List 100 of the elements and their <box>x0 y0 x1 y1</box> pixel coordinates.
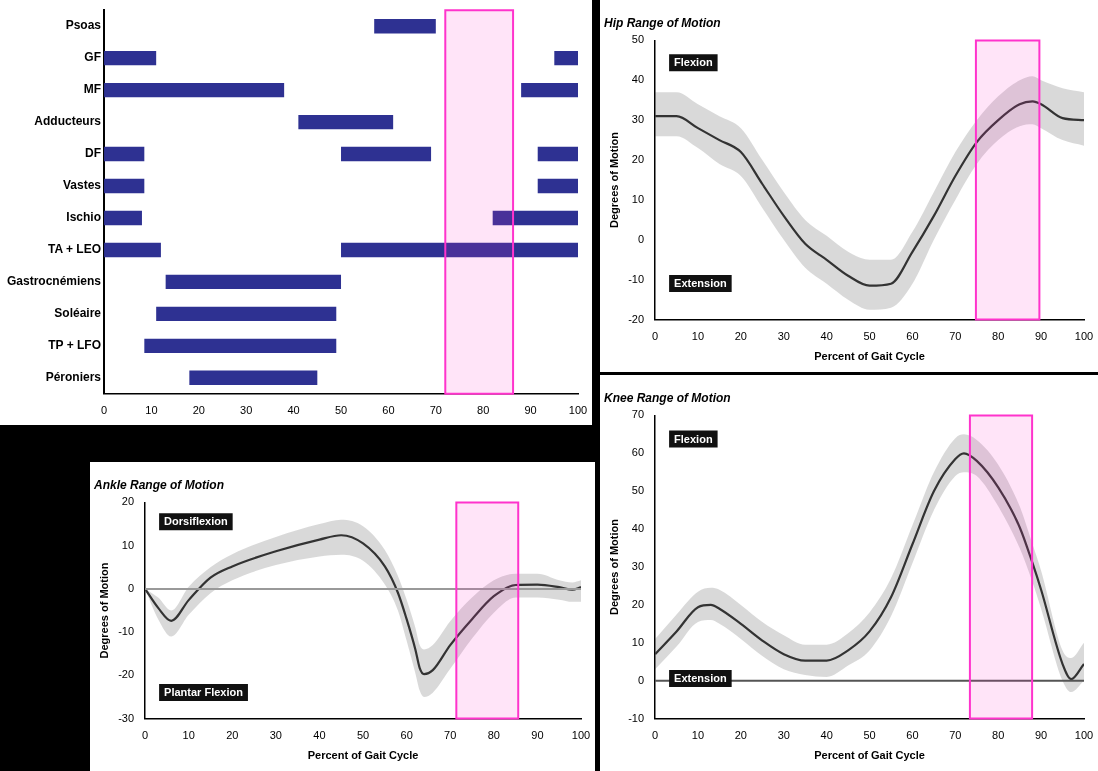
x-tick-label: 40 <box>820 330 833 343</box>
y-tick-label: -20 <box>628 312 645 325</box>
bar <box>104 210 142 226</box>
y-tick-label: 20 <box>121 495 135 508</box>
bar <box>156 306 337 322</box>
y-tick-label: 60 <box>631 446 645 459</box>
y-tick-label: 0 <box>637 673 645 686</box>
y-tick-label: 10 <box>631 635 645 648</box>
x-tick-label: 0 <box>652 330 659 343</box>
y-tick-label: -10 <box>628 711 645 724</box>
x-tick-label: 30 <box>777 330 790 343</box>
x-tick-label: 70 <box>949 330 962 343</box>
bar <box>537 146 578 162</box>
x-tick-label: 10 <box>145 404 158 417</box>
y-tick-label: 30 <box>631 560 645 573</box>
bar <box>492 210 578 226</box>
x-tick-label: 40 <box>313 729 326 742</box>
y-tick-label: 0 <box>127 581 135 594</box>
y-tick-label: Adducteurs <box>34 114 102 129</box>
x-tick-label: 90 <box>531 729 544 742</box>
x-tick-label: 10 <box>691 729 705 742</box>
y-tick-label: Vastes <box>62 178 102 193</box>
y-tick-label: 40 <box>631 73 645 86</box>
x-tick-label: 30 <box>269 729 282 742</box>
y-tick-label: DF <box>85 146 102 161</box>
bar <box>537 178 578 194</box>
line-series <box>655 100 1084 287</box>
y-axis-title: Degrees of Motion <box>607 518 620 615</box>
x-tick-label: 10 <box>182 729 195 742</box>
x-tick-label: 10 <box>691 330 705 343</box>
y-tick-label: 10 <box>631 192 645 205</box>
x-tick-label: 50 <box>334 404 348 417</box>
y-tick-label: 10 <box>121 538 135 551</box>
y-tick-label: TA + LEO <box>48 242 102 257</box>
x-tick-label: 20 <box>734 729 747 742</box>
x-tick-label: 50 <box>863 330 876 343</box>
x-axis-title: Percent of Gait Cycle <box>814 749 925 762</box>
y-tick-label: Ischio <box>66 210 102 225</box>
x-tick-label: 80 <box>992 330 1005 343</box>
bar <box>104 242 161 258</box>
y-tick-label: Soléaire <box>54 306 102 321</box>
x-tick-label: 20 <box>734 330 747 343</box>
x-tick-label: 30 <box>777 729 790 742</box>
y-tick-label: Gastrocnémiens <box>6 274 102 289</box>
x-tick-label: 60 <box>906 729 919 742</box>
annotation: Extension <box>674 672 727 685</box>
x-tick-label: 70 <box>429 404 442 417</box>
annotation: Plantar Flexion <box>164 686 244 699</box>
chart-title: Hip Range of Motion <box>604 15 721 30</box>
y-tick-label: 50 <box>631 33 645 46</box>
bar <box>165 274 342 290</box>
x-tick-label: 40 <box>820 729 833 742</box>
y-tick-label: 40 <box>631 522 645 535</box>
x-tick-label: 0 <box>142 729 149 742</box>
y-tick-label: GF <box>84 50 102 65</box>
annotation: Flexion <box>674 432 713 445</box>
bar <box>374 18 436 34</box>
y-tick-label: 20 <box>631 597 645 610</box>
y-axis-title: Degrees of Motion <box>607 131 620 228</box>
x-tick-label: 20 <box>226 729 239 742</box>
bar <box>104 178 145 194</box>
bar <box>341 242 578 258</box>
x-tick-label: 80 <box>477 404 490 417</box>
x-tick-label: 90 <box>524 404 537 417</box>
annotation: Dorsiflexion <box>164 515 228 528</box>
x-tick-label: 60 <box>906 330 919 343</box>
x-tick-label: 0 <box>652 729 659 742</box>
y-tick-label: -10 <box>118 625 135 638</box>
y-tick-label: 50 <box>631 484 645 497</box>
x-tick-label: 100 <box>571 729 591 742</box>
bar <box>189 370 318 386</box>
y-tick-label: -10 <box>628 272 645 285</box>
x-axis-title: Percent of Gait Cycle <box>307 749 419 762</box>
x-tick-label: 50 <box>356 729 370 742</box>
y-tick-label: -30 <box>118 711 135 724</box>
bar <box>554 50 578 66</box>
x-tick-label: 90 <box>1034 330 1048 343</box>
y-tick-label: 30 <box>631 113 645 126</box>
x-tick-label: 70 <box>444 729 457 742</box>
bar <box>104 146 145 162</box>
annotation: Flexion <box>674 56 713 69</box>
y-tick-label: 0 <box>637 232 645 245</box>
x-axis-title: Percent of Gait Cycle <box>814 350 925 363</box>
line-series <box>145 534 581 676</box>
y-tick-label: -20 <box>118 668 135 681</box>
x-tick-label: 90 <box>1034 729 1048 742</box>
x-tick-label: 100 <box>1074 729 1094 742</box>
annotation: Extension <box>674 276 727 289</box>
bar <box>104 50 157 66</box>
x-tick-label: 100 <box>568 404 588 417</box>
x-tick-label: 60 <box>400 729 413 742</box>
y-tick-label: MF <box>83 82 102 97</box>
bar <box>521 82 578 98</box>
bar <box>144 338 337 354</box>
bar <box>298 114 394 130</box>
bar <box>104 82 285 98</box>
y-tick-label: Psoas <box>65 18 102 33</box>
y-tick-label: TP + LFO <box>48 338 102 353</box>
x-tick-label: 100 <box>1074 330 1094 343</box>
x-tick-label: 20 <box>192 404 205 417</box>
